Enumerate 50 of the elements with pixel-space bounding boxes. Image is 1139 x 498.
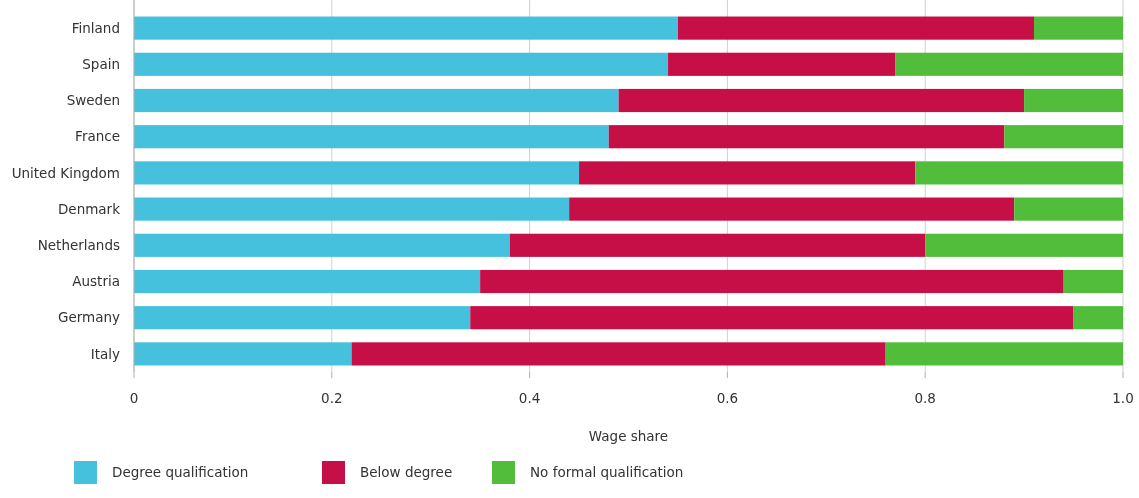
bar xyxy=(1024,88,1123,113)
bar xyxy=(134,197,570,221)
bar xyxy=(134,88,619,113)
x-tick-label: 0.4 xyxy=(518,390,541,406)
x-tick-label: 0.6 xyxy=(716,390,739,406)
y-tick-label: Germany xyxy=(57,309,120,326)
bar xyxy=(885,342,1123,366)
y-tick-label: Austria xyxy=(72,273,120,290)
bar xyxy=(480,269,1064,294)
x-tick-label: 0.2 xyxy=(321,390,343,406)
x-tick-label: 0 xyxy=(129,390,139,406)
legend-label: Degree qualification xyxy=(112,463,249,480)
bar xyxy=(915,161,1123,185)
bar xyxy=(134,306,471,330)
bar xyxy=(470,306,1074,330)
y-tick-label: France xyxy=(75,128,120,145)
bar xyxy=(1063,269,1123,294)
bar xyxy=(1004,125,1123,149)
y-tick-label: Spain xyxy=(82,56,120,73)
bar xyxy=(569,197,1015,221)
y-tick-label: United Kingdom xyxy=(11,164,120,181)
bar xyxy=(134,269,481,294)
legend-label: Below degree xyxy=(360,463,453,480)
bar xyxy=(134,233,510,257)
bar xyxy=(509,233,926,257)
y-tick-label: Finland xyxy=(71,19,120,36)
bar xyxy=(668,52,896,76)
x-tick-label: 1.0 xyxy=(1112,390,1134,406)
legend-label: No formal qualification xyxy=(530,463,684,480)
bar xyxy=(1033,16,1123,40)
bar xyxy=(1073,306,1123,330)
y-tick-label: Sweden xyxy=(66,92,120,109)
bar xyxy=(134,342,352,366)
bar xyxy=(134,52,669,76)
x-axis-title: Wage share xyxy=(588,428,669,444)
y-tick-label: Denmark xyxy=(57,200,121,217)
bar xyxy=(925,233,1123,257)
bar xyxy=(134,161,580,185)
bar xyxy=(677,16,1034,40)
y-tick-label: Netherlands xyxy=(37,237,120,254)
bar xyxy=(134,16,678,40)
bar xyxy=(579,161,916,185)
bar xyxy=(1014,197,1123,221)
y-tick-label: Italy xyxy=(90,345,120,362)
bar xyxy=(895,52,1123,76)
x-tick-label: 0.8 xyxy=(914,390,936,406)
bar xyxy=(134,125,609,149)
bar xyxy=(351,342,886,366)
bar xyxy=(608,125,1005,149)
bar xyxy=(618,88,1025,113)
